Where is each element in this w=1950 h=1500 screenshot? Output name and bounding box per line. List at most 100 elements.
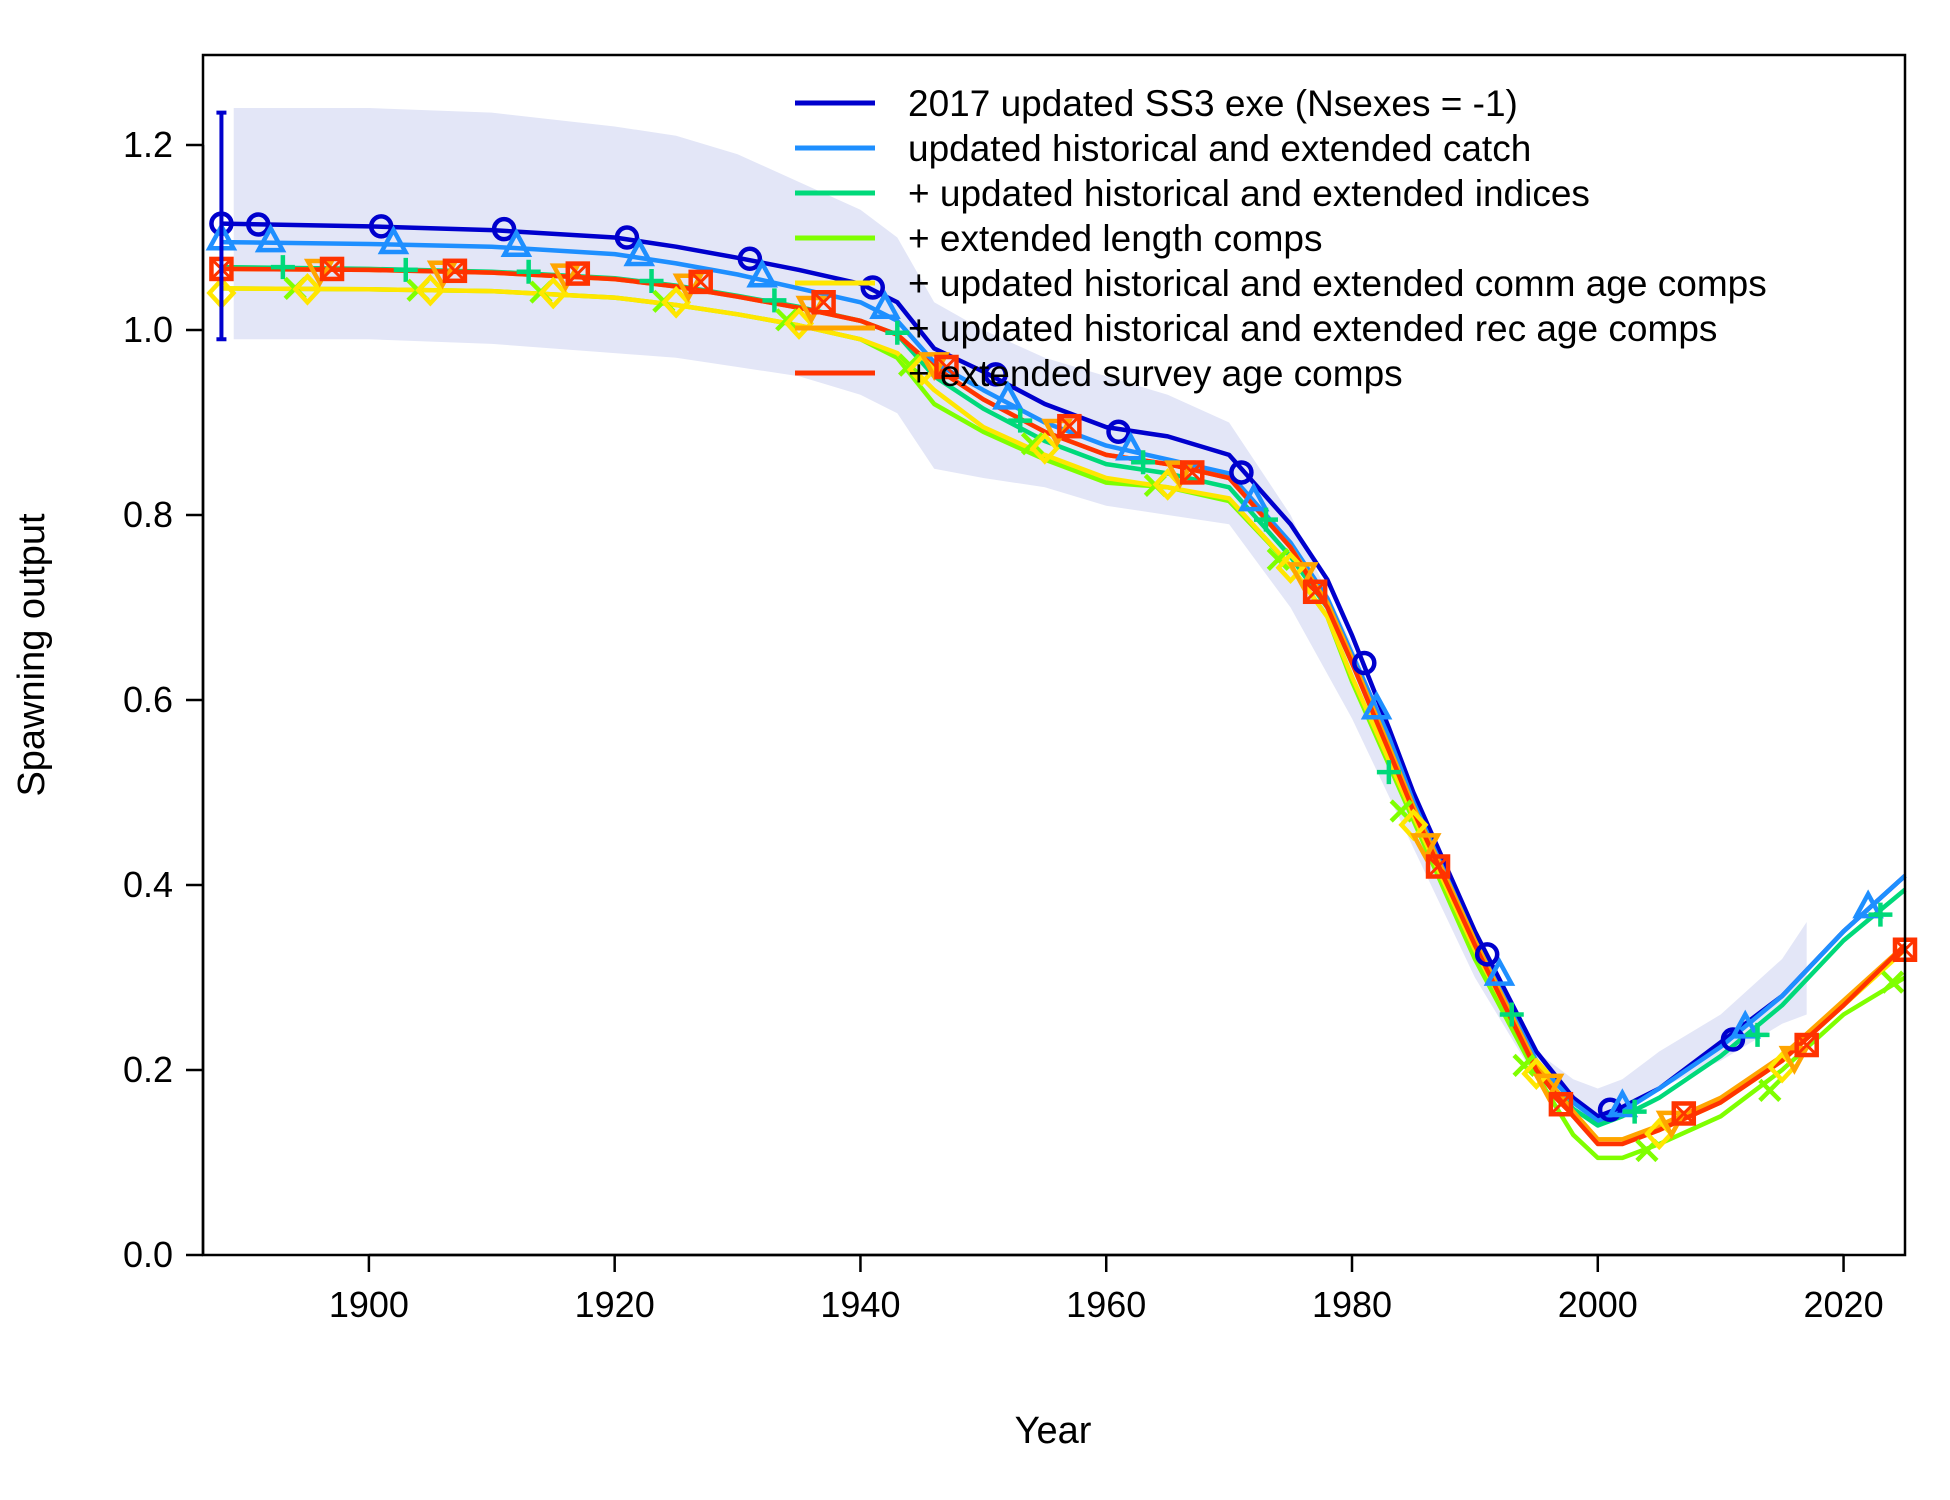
series-2-marker xyxy=(1483,956,1516,986)
series-3-marker xyxy=(393,257,418,282)
series-7-marker xyxy=(934,354,959,380)
series-6-marker xyxy=(303,258,336,288)
series-3-marker xyxy=(1131,450,1156,475)
series-1-marker xyxy=(246,212,271,237)
series-3-marker xyxy=(639,268,664,293)
x-axis-title: Year xyxy=(1015,1410,1092,1452)
series-2-marker xyxy=(500,228,533,257)
series-7-marker xyxy=(811,290,836,315)
series-2-marker xyxy=(254,223,287,253)
series-6-marker xyxy=(549,263,582,293)
series-4-marker xyxy=(1266,547,1290,571)
legend-label-7: + extended survey age comps xyxy=(908,353,1403,394)
series-4-marker xyxy=(898,353,922,377)
series-1-marker xyxy=(1597,1097,1623,1123)
series-1-marker xyxy=(860,275,885,300)
series-6-marker xyxy=(1164,460,1196,490)
legend: 2017 updated SS3 exe (Nsexes = -1)update… xyxy=(795,83,1767,394)
series-5-marker xyxy=(415,273,446,307)
series-5-marker xyxy=(1521,1057,1552,1091)
series-2-marker xyxy=(1237,482,1270,512)
series-3-marker xyxy=(1376,760,1401,785)
series-1-marker xyxy=(614,225,640,250)
series-5-marker xyxy=(783,307,815,340)
series-3-marker xyxy=(885,320,910,345)
y-tick-label: 1.0 xyxy=(123,309,173,350)
series-1-marker xyxy=(1474,942,1500,967)
x-tick-label: 1960 xyxy=(1066,1284,1146,1325)
series-7-marker xyxy=(1548,1091,1574,1117)
series-6-marker xyxy=(1532,1073,1565,1103)
series-2-marker xyxy=(869,290,901,319)
x-tick-label: 1980 xyxy=(1312,1284,1392,1325)
x-tick-label: 2020 xyxy=(1804,1284,1884,1325)
series-3-marker xyxy=(270,255,295,280)
series-line-7 xyxy=(221,266,1907,1147)
x-tick-label: 1940 xyxy=(820,1284,900,1325)
series-4-marker xyxy=(1020,432,1045,456)
series-7-marker xyxy=(1179,460,1205,485)
series-1-marker xyxy=(491,216,517,242)
y-tick-label: 0.4 xyxy=(123,864,173,905)
series-3-marker xyxy=(1253,507,1278,532)
series-2-marker xyxy=(377,225,410,255)
legend-label-2: updated historical and extended catch xyxy=(908,128,1531,169)
series-3-marker xyxy=(1622,1099,1647,1124)
series-7-marker xyxy=(442,258,468,284)
series-1-marker xyxy=(368,214,394,239)
series-5-marker xyxy=(661,285,692,319)
series-5-marker xyxy=(292,272,323,306)
series-7-marker xyxy=(1302,579,1328,605)
confidence-band xyxy=(233,108,1807,1117)
series-7-marker xyxy=(1794,1032,1819,1058)
series-1-marker xyxy=(1106,419,1131,444)
x-tick-label: 2000 xyxy=(1558,1284,1638,1325)
series-2-marker xyxy=(623,237,656,267)
series-7-marker xyxy=(1057,413,1082,439)
series-6-marker xyxy=(918,352,950,382)
series-7-marker xyxy=(565,261,591,286)
series-3-marker xyxy=(1499,1002,1524,1027)
y-tick-label: 1.2 xyxy=(123,124,173,165)
legend-label-5: + updated historical and extended comm a… xyxy=(908,263,1767,304)
series-1-marker xyxy=(1720,1027,1746,1052)
series-1-marker xyxy=(737,246,763,272)
series-1-marker xyxy=(1352,650,1377,676)
legend-label-6: + updated historical and extended rec ag… xyxy=(908,308,1717,349)
x-tick-label: 1920 xyxy=(575,1284,655,1325)
series-6-marker xyxy=(1778,1045,1811,1075)
series-2-marker xyxy=(1115,431,1147,461)
y-tick-label: 0.0 xyxy=(123,1234,173,1275)
series-1-marker xyxy=(983,362,1008,387)
series-2-marker xyxy=(1729,1009,1762,1039)
series-5-marker xyxy=(538,276,569,310)
series-6-marker xyxy=(1409,833,1442,863)
series-4-marker xyxy=(1758,1078,1782,1102)
series-7-marker xyxy=(319,256,345,282)
initial-interval-layer xyxy=(216,110,227,342)
series-2-marker xyxy=(1852,889,1884,919)
series-2-marker xyxy=(1606,1088,1639,1118)
series-3-marker xyxy=(762,288,787,313)
series-7-marker xyxy=(1671,1101,1697,1126)
series-2-marker xyxy=(746,258,778,288)
series-4-marker xyxy=(775,308,799,332)
y-axis: 0.0 0.2 0.4 0.6 0.8 1.0 1.2 xyxy=(123,124,205,1275)
x-tick-label: 1900 xyxy=(329,1284,409,1325)
uncertainty-band-layer xyxy=(233,108,1807,1117)
y-tick-label: 0.2 xyxy=(123,1049,173,1090)
series-5-marker xyxy=(1029,432,1060,465)
series-3-marker xyxy=(1008,408,1033,433)
series-2-marker xyxy=(992,380,1024,410)
legend-label-1: 2017 updated SS3 exe (Nsexes = -1) xyxy=(908,83,1518,124)
legend-label-3: + updated historical and extended indice… xyxy=(908,173,1590,214)
series-2-marker xyxy=(1360,690,1393,720)
y-tick-label: 0.8 xyxy=(123,494,173,535)
legend-label-4: + extended length comps xyxy=(908,218,1322,259)
series-3-marker xyxy=(516,259,541,284)
series-7-marker xyxy=(688,269,713,295)
series-7-marker xyxy=(1425,854,1451,879)
y-axis-title: Spawning output xyxy=(11,513,53,797)
series-markers-layer xyxy=(205,211,1918,1163)
